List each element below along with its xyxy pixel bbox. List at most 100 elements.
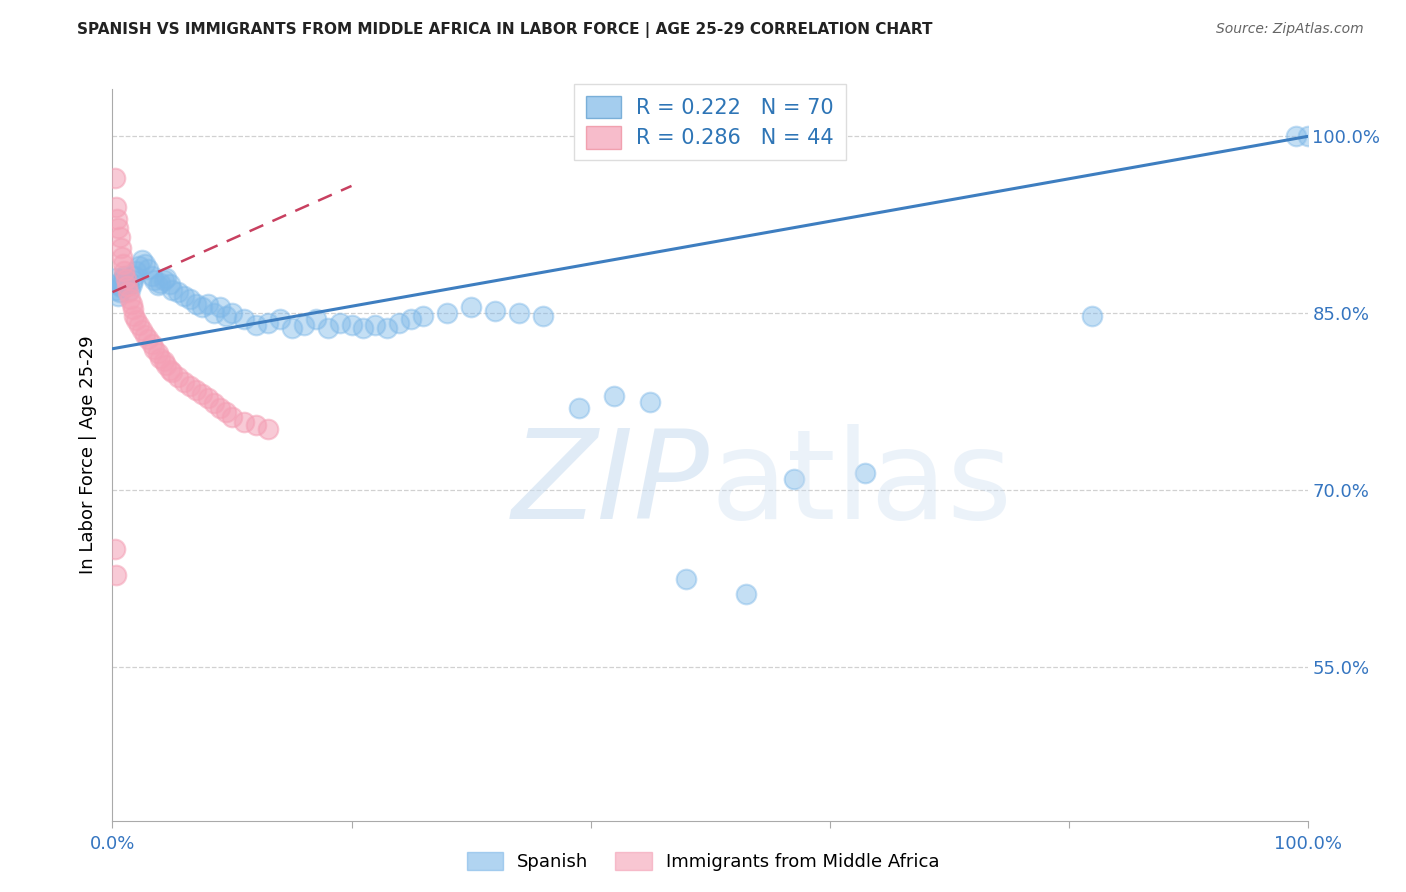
Point — [128, 259, 150, 273]
Point — [316, 320, 339, 334]
Point — [209, 301, 232, 315]
Y-axis label: In Labor Force | Age 25-29: In Labor Force | Age 25-29 — [79, 335, 97, 574]
Point — [146, 346, 169, 360]
Point — [105, 277, 128, 291]
Point — [141, 337, 163, 351]
Point — [292, 318, 315, 333]
Point — [112, 271, 135, 285]
Point — [149, 276, 172, 290]
Point — [388, 316, 411, 330]
Point — [155, 271, 177, 285]
Point — [105, 271, 128, 285]
Point — [675, 572, 697, 586]
Point — [111, 276, 134, 290]
Point — [153, 353, 176, 368]
Point — [436, 306, 458, 320]
Point — [186, 383, 208, 397]
Point — [281, 320, 304, 334]
Point — [122, 268, 145, 283]
Point — [115, 276, 138, 290]
Point — [233, 415, 256, 429]
Point — [121, 297, 143, 311]
Point — [221, 410, 243, 425]
Text: Source: ZipAtlas.com: Source: ZipAtlas.com — [1216, 22, 1364, 37]
Point — [782, 471, 804, 485]
Point — [107, 288, 129, 302]
Point — [412, 309, 434, 323]
Point — [114, 272, 136, 286]
Point — [352, 320, 374, 334]
Point — [143, 342, 166, 356]
Point — [329, 316, 352, 330]
Point — [121, 277, 143, 291]
Point — [340, 318, 363, 333]
Point — [134, 257, 156, 271]
Point — [191, 301, 214, 315]
Point — [568, 401, 591, 415]
Point — [202, 306, 225, 320]
Point — [305, 312, 328, 326]
Point — [173, 375, 195, 389]
Point — [162, 365, 183, 379]
Point — [138, 332, 160, 346]
Point — [377, 320, 399, 334]
Point — [110, 280, 132, 294]
Point — [245, 318, 267, 333]
Point — [128, 318, 150, 333]
Point — [159, 363, 181, 377]
Point — [108, 229, 131, 244]
Point — [131, 253, 153, 268]
Point — [104, 170, 127, 185]
Point — [107, 221, 129, 235]
Point — [197, 297, 219, 311]
Point — [134, 327, 156, 342]
Point — [104, 283, 127, 297]
Point — [269, 312, 291, 326]
Point — [603, 389, 626, 403]
Point — [191, 386, 214, 401]
Point — [146, 278, 169, 293]
Point — [1296, 129, 1319, 144]
Point — [120, 292, 142, 306]
Point — [153, 273, 176, 287]
Point — [460, 301, 482, 315]
Point — [104, 542, 127, 557]
Text: ZIP: ZIP — [512, 424, 710, 545]
Point — [117, 285, 139, 299]
Point — [105, 568, 128, 582]
Point — [114, 268, 135, 283]
Point — [215, 405, 238, 419]
Legend: Spanish, Immigrants from Middle Africa: Spanish, Immigrants from Middle Africa — [460, 845, 946, 879]
Point — [209, 401, 232, 415]
Point — [141, 268, 163, 283]
Point — [401, 312, 423, 326]
Point — [108, 285, 131, 299]
Point — [202, 396, 225, 410]
Point — [167, 285, 190, 299]
Point — [245, 418, 267, 433]
Point — [121, 273, 143, 287]
Point — [105, 211, 128, 226]
Point — [138, 261, 160, 276]
Point — [179, 292, 201, 306]
Point — [215, 309, 238, 323]
Point — [111, 250, 134, 264]
Point — [1081, 309, 1104, 323]
Point — [855, 466, 877, 480]
Point — [162, 283, 183, 297]
Point — [114, 264, 135, 278]
Point — [149, 351, 172, 366]
Point — [179, 379, 201, 393]
Point — [112, 257, 135, 271]
Point — [105, 200, 128, 214]
Point — [640, 394, 662, 409]
Point — [257, 422, 280, 436]
Point — [197, 392, 219, 406]
Point — [115, 279, 138, 293]
Point — [167, 370, 190, 384]
Point — [221, 306, 243, 320]
Point — [735, 587, 758, 601]
Legend: R = 0.222   N = 70, R = 0.286   N = 44: R = 0.222 N = 70, R = 0.286 N = 44 — [574, 84, 846, 161]
Point — [117, 278, 139, 293]
Point — [531, 309, 554, 323]
